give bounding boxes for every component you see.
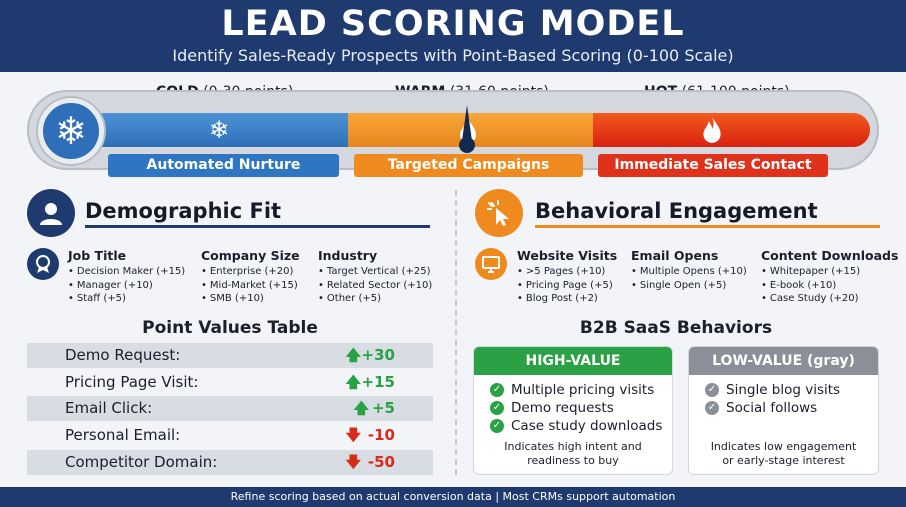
website-visits-column: Website Visits >5 Pages (+10) Pricing Pa… — [517, 248, 617, 306]
row-label: Email Click: — [65, 399, 153, 417]
table-row: Demo Request: 🡅 +30 — [27, 343, 433, 368]
arrow-up-icon: 🡅 — [345, 373, 361, 391]
snowflake-icon: ❄ — [209, 116, 230, 144]
list-item: Multiple Opens (+10) — [631, 265, 747, 279]
table-row: Personal Email: 🡇 -10 — [27, 423, 433, 448]
industry-column: Industry Target Vertical (+25) Related S… — [318, 248, 432, 306]
row-value: +15 — [361, 373, 395, 391]
row-value: +5 — [371, 399, 395, 417]
list-item: Other (+5) — [318, 292, 432, 306]
content-downloads-column: Content Downloads Whitepaper (+15) E-boo… — [761, 248, 898, 306]
list-item: ✓ Case study downloads — [490, 417, 672, 435]
tier-action-hot: Immediate Sales Contact — [598, 154, 828, 177]
high-value-heading: HIGH-VALUE — [474, 347, 672, 375]
check-icon: ✓ — [490, 419, 504, 433]
b2b-title: B2B SaaS Behaviors — [579, 318, 773, 338]
list-item: ✓ Single blog visits — [705, 381, 878, 399]
list-item: E-book (+10) — [761, 279, 898, 293]
snowflake-icon: ❄ — [38, 98, 104, 164]
list-item: ✓ Multiple pricing visits — [490, 381, 672, 399]
check-icon: ✓ — [705, 401, 719, 415]
arrow-down-icon: 🡇 — [345, 426, 361, 444]
list-item: Whitepaper (+15) — [761, 265, 898, 279]
user-icon — [27, 189, 75, 237]
table-row: Competitor Domain: 🡇 -50 — [27, 450, 433, 475]
list-item: ✓ Demo requests — [490, 399, 672, 417]
header-banner: LEAD SCORING MODEL Identify Sales-Ready … — [0, 0, 906, 72]
list-item: Manager (+10) — [68, 279, 185, 293]
company-size-column: Company Size Enterprise (+20) Mid-Market… — [201, 248, 300, 306]
list-item: Case Study (+20) — [761, 292, 898, 306]
check-icon: ✓ — [705, 383, 719, 397]
list-item: Mid-Market (+15) — [201, 279, 300, 293]
low-value-note: Indicates low engagement or early-stage … — [710, 440, 857, 467]
table-row: Email Click: 🡅 +5 — [27, 396, 433, 421]
behavioral-title: Behavioral Engagement — [535, 199, 818, 223]
check-icon: ✓ — [490, 383, 504, 397]
list-item: Decision Maker (+15) — [68, 265, 185, 279]
column-heading: Content Downloads — [761, 248, 899, 263]
monitor-icon — [475, 248, 507, 280]
table-row: Pricing Page Visit: 🡅 +15 — [27, 370, 433, 395]
demographic-title: Demographic Fit — [85, 199, 282, 223]
check-icon: ✓ — [490, 401, 504, 415]
list-item: Staff (+5) — [68, 292, 185, 306]
cursor-click-icon — [475, 189, 523, 237]
point-table-title: Point Values Table — [142, 318, 318, 338]
tier-action-warm: Targeted Campaigns — [354, 154, 583, 177]
footer-bar: Refine scoring based on actual conversio… — [0, 487, 906, 507]
tier-action-cold: Automated Nurture — [108, 154, 339, 177]
email-opens-column: Email Opens Multiple Opens (+10) Single … — [631, 248, 747, 292]
score-needle-icon — [459, 105, 475, 153]
column-heading: Website Visits — [517, 248, 618, 263]
list-item: Single Open (+5) — [631, 279, 747, 293]
page-subtitle: Identify Sales-Ready Prospects with Poin… — [172, 46, 734, 65]
list-item: ✓ Social follows — [705, 399, 878, 417]
row-value: -10 — [367, 426, 395, 444]
column-heading: Industry — [318, 248, 378, 263]
column-heading: Email Opens — [631, 248, 719, 263]
list-item: Target Vertical (+25) — [318, 265, 432, 279]
behavioral-rule — [535, 225, 880, 228]
column-heading: Job Title — [68, 248, 127, 263]
arrow-up-icon: 🡅 — [345, 346, 361, 364]
row-label: Demo Request: — [65, 346, 181, 364]
row-label: Competitor Domain: — [65, 453, 218, 471]
list-item: Pricing Page (+5) — [517, 279, 617, 293]
column-heading: Company Size — [201, 248, 300, 263]
arrow-up-icon: 🡅 — [353, 399, 369, 417]
demographic-rule — [85, 225, 430, 228]
arrow-down-icon: 🡇 — [345, 453, 361, 471]
list-item: Blog Post (+2) — [517, 292, 617, 306]
job-title-column: Job Title Decision Maker (+15) Manager (… — [68, 248, 185, 306]
high-value-card: HIGH-VALUE ✓ Multiple pricing visits ✓ Dem… — [473, 346, 673, 475]
list-item: >5 Pages (+10) — [517, 265, 617, 279]
low-value-card: LOW-VALUE (gray) ✓ Single blog visits ✓ So… — [688, 346, 879, 475]
list-item: SMB (+10) — [201, 292, 300, 306]
list-item: Enterprise (+20) — [201, 265, 300, 279]
list-item: Related Sector (+10) — [318, 279, 432, 293]
flame-icon — [703, 117, 721, 143]
award-icon — [27, 248, 59, 280]
low-value-heading: LOW-VALUE (gray) — [689, 347, 878, 375]
row-label: Personal Email: — [65, 426, 181, 444]
row-label: Pricing Page Visit: — [65, 373, 199, 391]
hot-segment — [593, 113, 870, 147]
section-divider — [455, 190, 457, 475]
row-value: -50 — [367, 453, 395, 471]
high-value-note: Indicates high intent and readiness to b… — [504, 440, 642, 467]
cold-segment — [85, 113, 348, 147]
row-value: +30 — [361, 346, 395, 364]
page-title: LEAD SCORING MODEL — [221, 4, 685, 44]
